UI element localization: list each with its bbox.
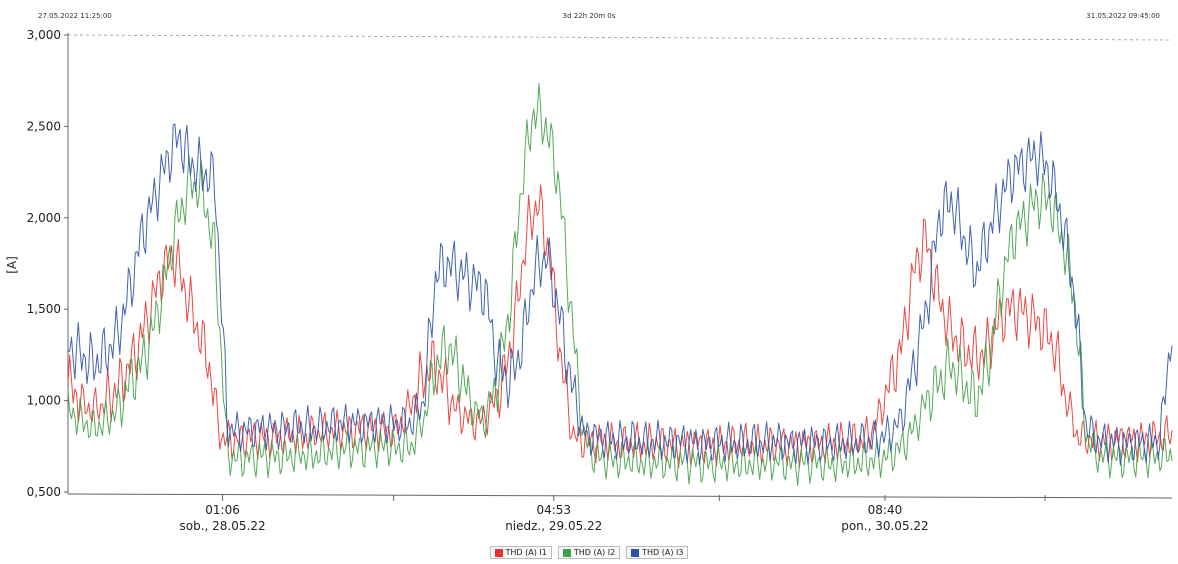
x-tick-time-label: 08:40 <box>868 503 903 517</box>
legend-label-i2: THD (A) I2 <box>573 548 616 557</box>
y-tick-label: 3,000 <box>27 28 61 42</box>
duration-label: 3d 22h 20m 0s <box>562 12 616 20</box>
y-tick-label: 2,500 <box>27 119 61 133</box>
y-axis-label: [A] <box>5 256 19 274</box>
end-timestamp: 31.05.2022 09:45:00 <box>1086 12 1160 20</box>
series-line-3 <box>67 123 1173 466</box>
legend-label-i1: THD (A) I1 <box>505 548 547 557</box>
top-reference-line <box>67 34 1173 41</box>
legend-swatch-i1 <box>494 548 503 557</box>
x-axis <box>67 493 1173 499</box>
legend-label-i3: THD (A) I3 <box>642 548 684 557</box>
y-tick-label: 2,000 <box>27 211 61 225</box>
legend-swatch-i2 <box>562 548 571 557</box>
legend-item-i2[interactable]: THD (A) I2 <box>557 546 621 559</box>
chart-legend: THD (A) I1 THD (A) I2 THD (A) I3 <box>0 546 1178 559</box>
x-tick-time-label: 04:53 <box>536 503 571 517</box>
y-tick-label: 1,500 <box>27 302 61 316</box>
legend-item-i1[interactable]: THD (A) I1 <box>489 546 552 559</box>
x-tick-date-label: sob., 28.05.22 <box>180 519 266 533</box>
y-tick-label: 0,500 <box>27 485 61 499</box>
legend-swatch-i3 <box>631 548 640 557</box>
x-tick-date-label: niedz., 29.05.22 <box>505 519 602 533</box>
series-line-2 <box>67 82 1173 486</box>
start-timestamp: 27.05.2022 11:25:00 <box>38 12 112 20</box>
x-tick-time-label: 01:06 <box>205 503 240 517</box>
legend-item-i3[interactable]: THD (A) I3 <box>626 546 689 559</box>
line-chart: 0,500 1,000 1,500 2,000 2,500 3,000 [A] 01:06 so… <box>5 28 1173 533</box>
y-tick-label: 1,000 <box>27 394 61 408</box>
x-tick-date-label: pon., 30.05.22 <box>841 519 928 533</box>
